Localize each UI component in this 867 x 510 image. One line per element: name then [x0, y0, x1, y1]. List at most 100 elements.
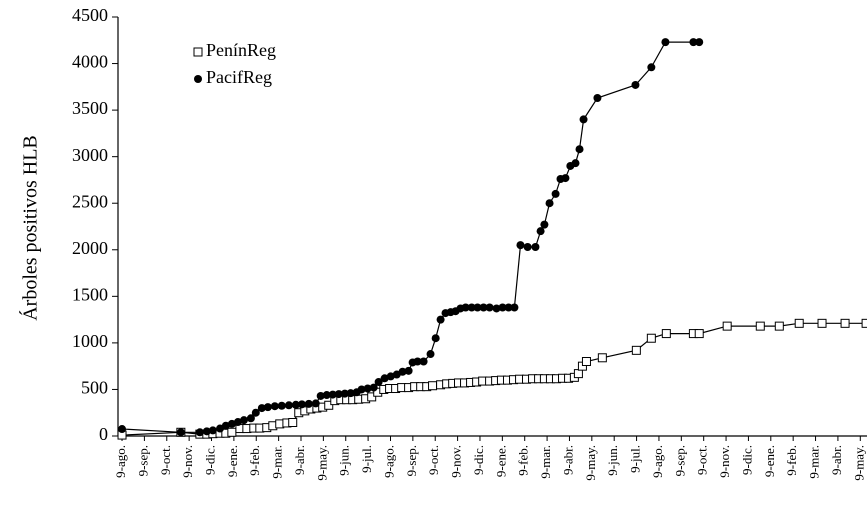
legend-label: PacifReg: [206, 67, 272, 87]
y-tick-label: 500: [81, 378, 108, 398]
marker: [516, 241, 525, 250]
marker: [861, 318, 867, 328]
marker: [404, 366, 413, 375]
marker: [551, 189, 560, 198]
marker: [277, 401, 286, 410]
marker: [817, 318, 827, 328]
x-tick-label: 9-ene.: [762, 445, 777, 477]
y-tick-label: 1500: [72, 284, 108, 304]
marker: [661, 329, 671, 339]
marker: [227, 427, 237, 437]
marker: [257, 404, 266, 413]
marker: [523, 242, 532, 251]
y-axis-title: Árboles positivos HLB: [19, 135, 42, 321]
marker: [694, 329, 704, 339]
marker: [631, 345, 641, 355]
marker: [431, 334, 440, 343]
marker: [246, 414, 255, 423]
legend-symbol: [193, 47, 203, 57]
marker: [413, 357, 422, 366]
marker: [573, 369, 583, 379]
marker: [840, 318, 850, 328]
marker: [695, 38, 704, 47]
marker: [398, 367, 407, 376]
y-tick-label: 4500: [72, 5, 108, 25]
marker: [363, 384, 372, 393]
marker: [367, 392, 377, 402]
marker: [510, 303, 519, 312]
marker: [579, 115, 588, 124]
marker: [346, 389, 355, 398]
y-tick-label: 3500: [72, 98, 108, 118]
marker: [794, 318, 804, 328]
marker: [176, 428, 185, 437]
x-tick-label: 9-nov.: [180, 445, 195, 478]
x-tick-label: 9-nov.: [449, 445, 464, 478]
x-tick-label: 9-sep.: [404, 445, 419, 476]
marker: [227, 419, 236, 428]
marker: [485, 303, 494, 312]
marker: [311, 399, 320, 408]
marker: [239, 416, 248, 425]
y-tick-label: 4000: [72, 52, 108, 72]
marker: [374, 377, 383, 386]
marker: [195, 428, 204, 437]
x-tick-label: 9-mar.: [538, 445, 553, 479]
x-tick-label: 9-ene.: [493, 445, 508, 477]
x-tick-label: 9-oct.: [158, 445, 173, 475]
x-tick-label: 9-jul.: [359, 445, 374, 473]
marker: [661, 38, 670, 47]
x-tick-label: 9-may.: [851, 445, 866, 481]
marker: [575, 145, 584, 154]
y-tick-label: 2000: [72, 238, 108, 258]
marker: [689, 38, 698, 47]
legend-label: PenínReg: [206, 40, 276, 60]
marker: [646, 333, 656, 343]
x-tick-label: 9-may.: [583, 445, 598, 481]
x-tick-label: 9-jul.: [628, 445, 643, 473]
marker: [504, 303, 513, 312]
marker: [357, 385, 366, 394]
marker: [270, 402, 279, 411]
marker: [426, 350, 435, 359]
legend-symbol: [194, 75, 202, 83]
x-tick-label: 9-ene.: [225, 445, 240, 477]
marker: [369, 383, 378, 392]
marker: [324, 400, 334, 410]
marker: [297, 400, 306, 409]
x-tick-label: 9-jun.: [605, 445, 620, 476]
marker: [571, 159, 580, 168]
x-tick-label: 9-oct.: [695, 445, 710, 475]
marker: [328, 390, 337, 399]
marker: [322, 391, 331, 400]
x-tick-label: 9-mar.: [807, 445, 822, 479]
x-tick-label: 9-ago.: [381, 445, 396, 478]
marker: [221, 421, 230, 430]
x-tick-label: 9-ago.: [113, 445, 128, 478]
marker: [492, 304, 501, 313]
x-tick-label: 9-dic.: [739, 445, 754, 475]
x-tick-label: 9-ago.: [650, 445, 665, 478]
x-tick-label: 9-dic.: [202, 445, 217, 475]
marker: [436, 315, 445, 324]
x-tick-label: 9-abr.: [829, 445, 844, 475]
marker: [386, 372, 395, 381]
marker: [467, 303, 476, 312]
x-tick-label: 9-sep.: [672, 445, 687, 476]
marker: [531, 242, 540, 251]
x-tick-label: 9-feb.: [516, 445, 531, 476]
x-tick-label: 9-mar.: [270, 445, 285, 479]
marker: [380, 374, 389, 383]
marker: [419, 357, 428, 366]
x-tick-label: 9-jun.: [337, 445, 352, 476]
x-tick-label: 9-sep.: [135, 445, 150, 476]
marker: [581, 357, 591, 367]
marker: [498, 303, 507, 312]
x-tick-label: 9-nov.: [717, 445, 732, 478]
marker: [263, 403, 272, 412]
marker: [316, 391, 325, 400]
marker: [461, 303, 470, 312]
marker: [118, 425, 127, 434]
marker: [473, 303, 482, 312]
